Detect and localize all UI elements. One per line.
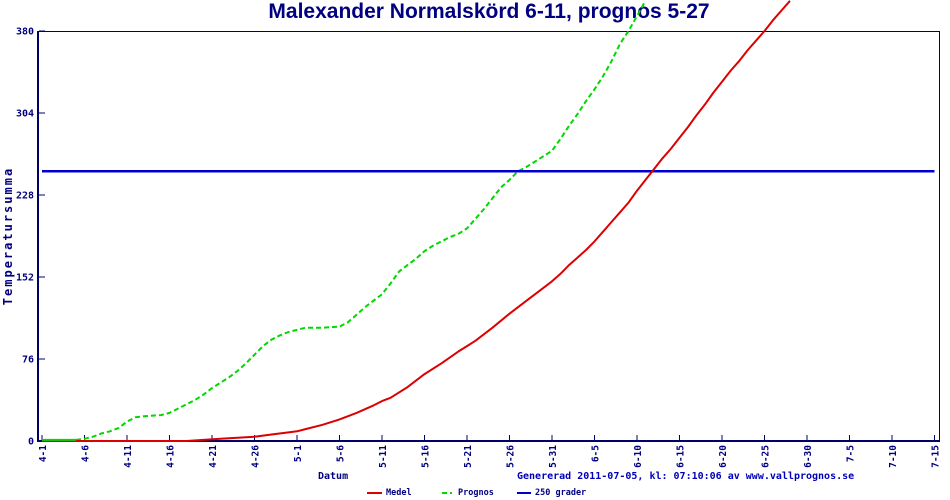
y-tick-label: 0 <box>28 437 34 448</box>
x-tick-label: 5-31 <box>548 445 559 468</box>
x-tick-label: 5-26 <box>506 445 517 468</box>
legend-item-prognos: Prognos <box>442 487 494 499</box>
x-tick-label: 5-6 <box>336 445 347 462</box>
x-tick-label: 4-11 <box>123 445 134 468</box>
x-tick-label: 7-15 <box>931 445 942 468</box>
x-tick-label: 4-6 <box>81 445 92 462</box>
y-tick-label: 152 <box>16 273 34 284</box>
x-tick-label: 4-16 <box>166 445 177 468</box>
medel-line-icon <box>367 492 382 494</box>
legend-label-medel: Medel <box>386 488 412 498</box>
x-tick-label: 6-15 <box>676 445 687 468</box>
plot-border <box>38 31 940 441</box>
y-tick-label: 228 <box>16 191 34 202</box>
x-tick-label: 6-30 <box>803 445 814 468</box>
y-tick-label: 76 <box>22 355 34 366</box>
threshold-line-icon <box>517 492 531 494</box>
prognos-dash-icon <box>442 492 452 494</box>
x-tick-label: 5-16 <box>421 445 432 468</box>
y-axis-title: Temperatursumma <box>1 167 15 305</box>
prognos-line <box>75 0 647 441</box>
x-tick-label: 6-20 <box>718 445 729 468</box>
y-tick-label: 380 <box>16 27 34 38</box>
chart-title: Malexander Normalskörd 6-11, prognos 5-2… <box>268 0 710 23</box>
x-tick-label: 6-5 <box>591 445 602 462</box>
footer-text: Genererad 2011-07-05, kl: 07:10:06 av ww… <box>517 471 855 482</box>
x-tick-label: 4-1 <box>38 445 49 462</box>
x-tick-label: 7-5 <box>846 445 857 462</box>
x-tick-label: 6-25 <box>761 445 772 468</box>
y-tick-label: 304 <box>16 109 34 120</box>
legend-label-250-grader: 250 grader <box>535 488 587 498</box>
legend-item-250-grader: 250 grader <box>517 487 586 499</box>
x-tick-label: 5-1 <box>293 445 304 462</box>
medel-line <box>42 0 791 442</box>
x-tick-label: 5-11 <box>378 445 389 468</box>
x-axis-label: Datum <box>318 471 349 482</box>
legend-label-prognos: Prognos <box>458 488 494 498</box>
x-tick-label: 7-10 <box>888 445 899 468</box>
x-tick-label: 4-26 <box>251 445 262 468</box>
x-tick-label: 4-21 <box>208 445 219 468</box>
legend-item-medel: Medel <box>367 487 412 499</box>
x-tick-label: 5-21 <box>463 445 474 468</box>
x-tick-label: 6-10 <box>633 445 644 468</box>
